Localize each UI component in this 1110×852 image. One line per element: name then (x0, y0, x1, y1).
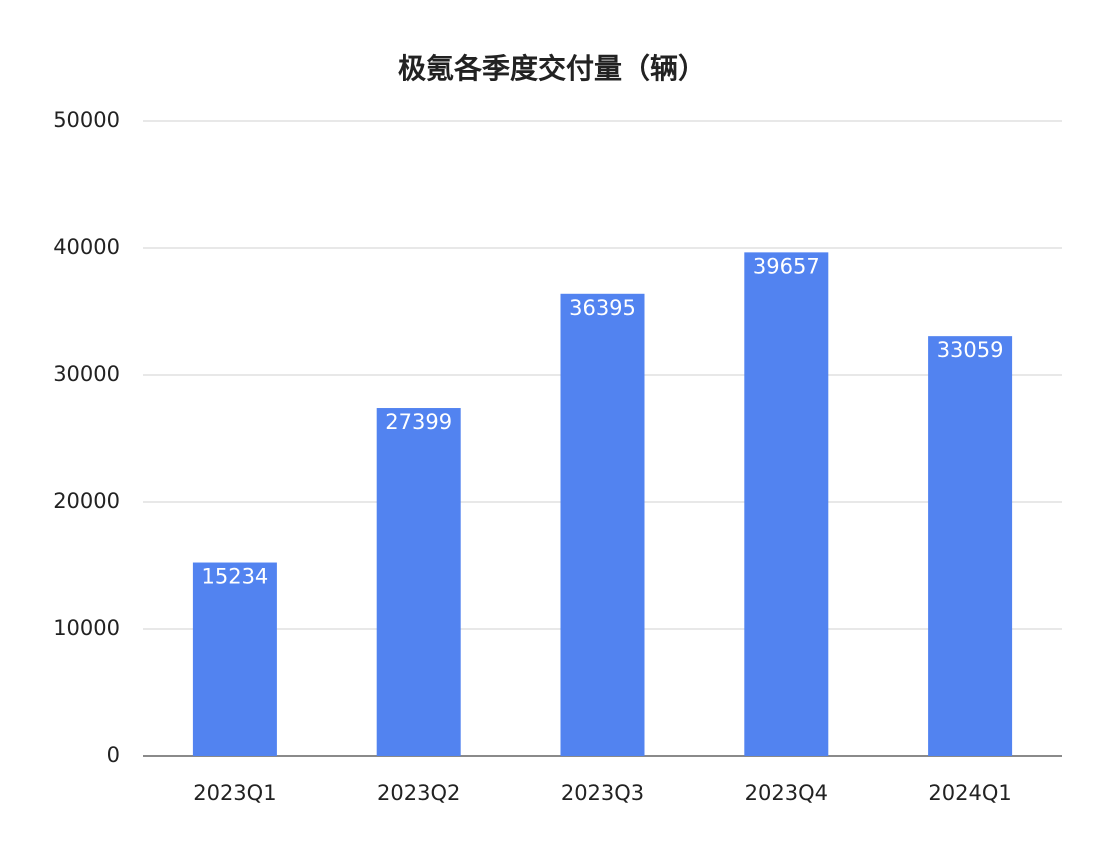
x-tick-label: 2024Q1 (928, 781, 1011, 805)
chart-title: 极氪各季度交付量（辆） (398, 52, 706, 85)
y-tick-label: 20000 (53, 489, 120, 513)
x-tick-label: 2023Q4 (745, 781, 828, 805)
value-label: 36395 (569, 296, 636, 320)
bar (928, 336, 1013, 756)
y-tick-label: 0 (107, 743, 120, 767)
y-tick-label: 50000 (53, 108, 120, 132)
value-label: 27399 (385, 410, 452, 434)
bar (192, 562, 277, 756)
x-tick-label: 2023Q2 (377, 781, 460, 805)
x-tick-label: 2023Q1 (193, 781, 276, 805)
y-tick-label: 30000 (53, 362, 120, 386)
y-tick-label: 10000 (53, 616, 120, 640)
bar (560, 293, 645, 756)
value-label: 39657 (753, 254, 820, 278)
x-tick-label: 2023Q3 (561, 781, 644, 805)
y-tick-label: 40000 (53, 235, 120, 259)
bar (744, 252, 829, 757)
value-label: 33059 (937, 338, 1004, 362)
value-label: 15234 (201, 565, 268, 589)
bar (376, 408, 461, 756)
